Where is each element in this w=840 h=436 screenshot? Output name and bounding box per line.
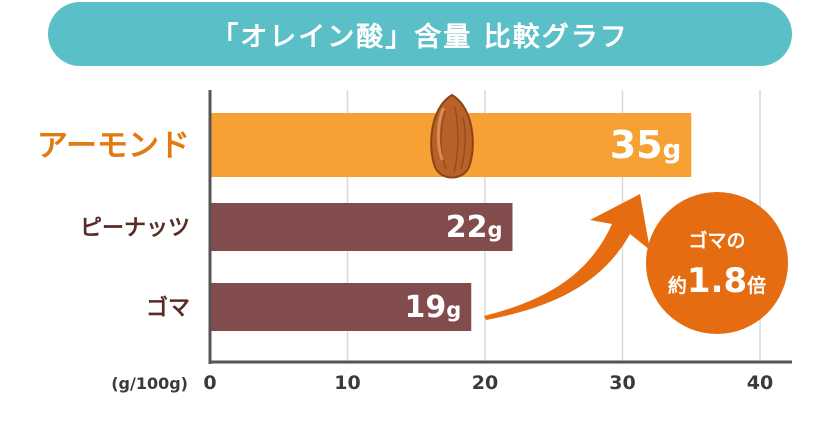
almond-texture (440, 106, 466, 174)
x-tick-label: 20 (472, 372, 498, 394)
bar (210, 283, 472, 331)
unit-label: (g/100g) (111, 374, 188, 393)
x-tick-label: 10 (334, 372, 360, 394)
x-tick-label: 0 (203, 372, 216, 394)
x-tick-label: 40 (747, 372, 773, 394)
value-label: 35g (610, 123, 682, 167)
almond-highlight (436, 107, 445, 161)
bar (210, 203, 513, 251)
chart-title: 「オレイン酸」含量 比較グラフ (48, 2, 792, 66)
almond-icon (430, 93, 474, 179)
x-tick-label: 30 (609, 372, 635, 394)
callout-circle (646, 192, 788, 334)
category-label: アーモンド (37, 128, 190, 164)
callout-line1: ゴマの (688, 229, 745, 252)
value-label: 19g (404, 290, 461, 325)
callout-line2: 約1.8倍 (668, 261, 766, 301)
value-label: 22g (446, 210, 503, 245)
category-label: ゴマ (146, 295, 190, 321)
annotation-arrow (484, 194, 650, 320)
category-label: ピーナッツ (80, 216, 190, 241)
